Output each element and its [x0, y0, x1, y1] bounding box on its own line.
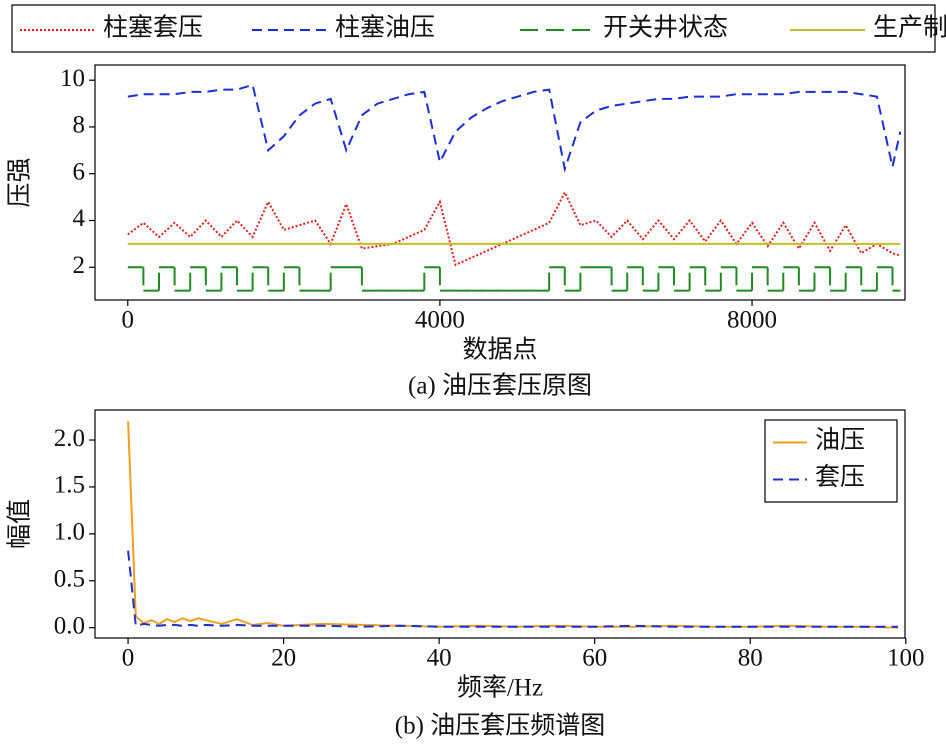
x-tick-label: 80: [738, 645, 763, 672]
y-tick-label: 6: [73, 158, 86, 185]
y-tick-label: 2: [73, 252, 86, 279]
series-line: [127, 190, 901, 267]
plot-frame: [94, 409, 906, 639]
y-axis-label: 幅值: [6, 499, 34, 549]
y-tick-label: 10: [60, 65, 85, 92]
y-axis-label: 压强: [7, 157, 34, 207]
legend-label: 套压: [815, 463, 865, 491]
y-tick-label: 1.5: [54, 472, 85, 499]
x-axis-label: 频率/Hz: [457, 674, 543, 702]
y-tick-label: 8: [73, 112, 86, 139]
legend-label: 柱塞套压: [103, 14, 203, 42]
y-tick-label: 2.0: [54, 425, 85, 452]
legend-box: [11, 4, 936, 53]
caption: (a) 油压套压原图: [408, 372, 592, 400]
legend-label: 柱塞油压: [335, 14, 435, 42]
x-tick-label: 0: [122, 645, 135, 672]
x-tick-label: 40: [427, 645, 452, 672]
x-tick-label: 0: [122, 307, 135, 334]
plot-frame: [94, 64, 906, 301]
series-line: [127, 83, 902, 174]
y-tick-label: 1.0: [54, 519, 85, 546]
x-tick-label: 20: [271, 645, 296, 672]
y-tick-label: 4: [73, 205, 86, 232]
caption: (b) 油压套压频谱图: [395, 712, 605, 740]
y-tick-label: 0.5: [54, 565, 85, 592]
x-tick-label: 4000: [415, 307, 465, 334]
x-tick-label: 8000: [727, 307, 777, 334]
x-tick-label: 60: [582, 645, 607, 672]
series-line: [127, 550, 898, 628]
x-axis-label: 数据点: [462, 336, 537, 364]
legend-box: [764, 419, 898, 503]
legend-label: 生产制度: [873, 14, 946, 42]
x-tick-label: 100: [887, 645, 925, 672]
y-tick-label: 0.0: [54, 612, 85, 639]
legend-label: 油压: [815, 426, 865, 454]
legend-label: 开关井状态: [603, 14, 728, 42]
